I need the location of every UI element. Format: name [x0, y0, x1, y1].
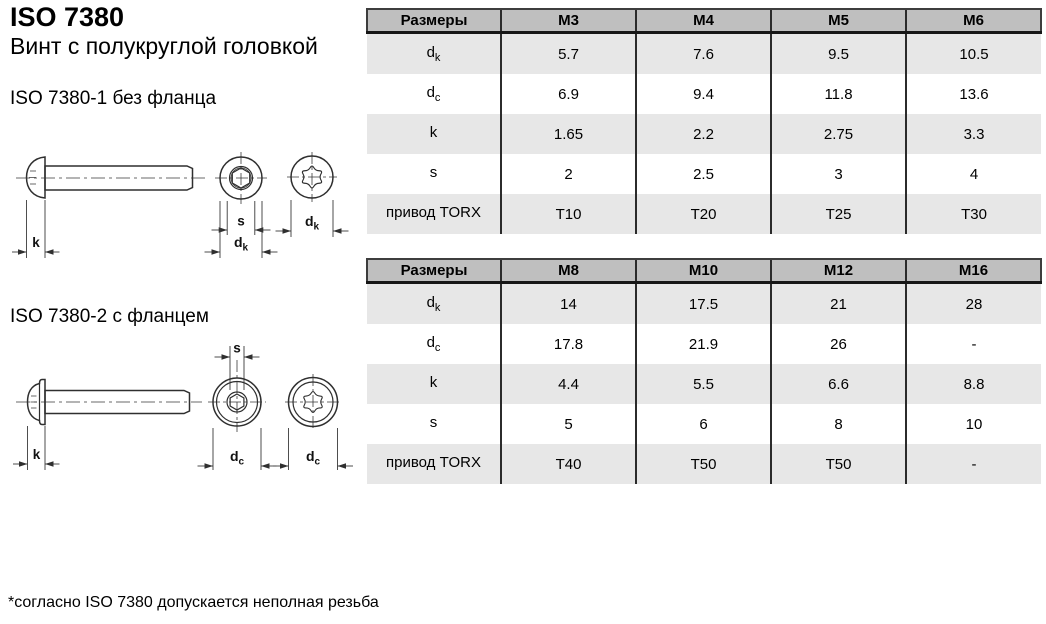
- value-cell: 3: [770, 154, 906, 194]
- value-cell: 10: [905, 404, 1041, 444]
- table-header-cell: Размеры: [366, 258, 501, 284]
- screw-side-view: k: [12, 156, 205, 258]
- value-cell: 2: [500, 154, 636, 194]
- table-header-cell: M12: [770, 258, 906, 284]
- value-cell: 21: [770, 282, 906, 324]
- value-cell: 4: [905, 154, 1041, 194]
- row-label: dk: [367, 32, 501, 74]
- value-cell: 5.5: [635, 364, 771, 404]
- table-row: k 1.65 2.2 2.75 3.3: [367, 114, 1041, 154]
- value-cell: T20: [635, 194, 771, 234]
- value-cell: 9.4: [635, 74, 771, 114]
- value-cell: 10.5: [905, 32, 1041, 74]
- value-cell: 17.5: [635, 282, 771, 324]
- table-header-row: Размеры M8 M10 M12 M16: [366, 258, 1042, 284]
- table-header-cell: M5: [770, 8, 906, 34]
- value-cell: 6.9: [500, 74, 636, 114]
- drawing-caption-iso7380-2: ISO 7380-2 с фланцем: [10, 306, 209, 327]
- flanged-front-view-hex-socket: s dc: [197, 341, 277, 470]
- row-label: dc: [367, 324, 501, 364]
- row-label: k: [367, 364, 501, 404]
- iso-7380-1-drawing: k s dk: [12, 152, 349, 258]
- table-row: s 2 2.5 3 4: [367, 154, 1041, 194]
- value-cell: 8: [770, 404, 906, 444]
- row-label: k: [367, 114, 501, 154]
- value-cell: T10: [500, 194, 636, 234]
- value-cell: 17.8: [500, 324, 636, 364]
- value-cell: 11.8: [770, 74, 906, 114]
- flanged-screw-side-view: k: [13, 378, 202, 470]
- table-header-row: Размеры M3 M4 M5 M6: [366, 8, 1042, 34]
- screw-front-view-torx: dk: [275, 152, 349, 237]
- value-cell: 9.5: [770, 32, 906, 74]
- dim-label-dc: dc: [230, 448, 245, 468]
- table-header-cell: M3: [500, 8, 636, 34]
- iso-7380-2-drawing: k s dc: [13, 341, 353, 470]
- table-row: s 5 6 8 10: [367, 404, 1041, 444]
- drawing-caption-iso7380-1: ISO 7380-1 без фланца: [10, 88, 217, 109]
- value-cell: 4.4: [500, 364, 636, 404]
- table-row: dk 5.7 7.6 9.5 10.5: [367, 32, 1041, 74]
- table-header-cell: Размеры: [366, 8, 501, 34]
- table-row: k 4.4 5.5 6.6 8.8: [367, 364, 1041, 404]
- row-label: привод TORX: [367, 444, 501, 484]
- value-cell: 3.3: [905, 114, 1041, 154]
- value-cell: 6: [635, 404, 771, 444]
- table-header-cell: M6: [905, 8, 1042, 34]
- value-cell: 21.9: [635, 324, 771, 364]
- row-label: привод TORX: [367, 194, 501, 234]
- value-cell: 5: [500, 404, 636, 444]
- dim-label-dk: dk: [305, 213, 320, 233]
- value-cell: 5.7: [500, 32, 636, 74]
- value-cell: 7.6: [635, 32, 771, 74]
- value-cell: -: [905, 444, 1041, 484]
- value-cell: T25: [770, 194, 906, 234]
- value-cell: 13.6: [905, 74, 1041, 114]
- value-cell: T40: [500, 444, 636, 484]
- dim-label-dc: dc: [306, 448, 321, 468]
- dim-label-s: s: [233, 341, 241, 356]
- dim-label-k: k: [32, 235, 40, 250]
- table-row: dc 6.9 9.4 11.8 13.6: [367, 74, 1041, 114]
- value-cell: 6.6: [770, 364, 906, 404]
- screw-front-view-hex-socket: s dk: [204, 152, 278, 258]
- table-row: привод TORX T10 T20 T25 T30: [367, 194, 1041, 234]
- table-header-cell: M16: [905, 258, 1042, 284]
- dim-label-dk: dk: [234, 234, 249, 254]
- value-cell: -: [905, 324, 1041, 364]
- value-cell: T50: [770, 444, 906, 484]
- value-cell: 14: [500, 282, 636, 324]
- row-label: dk: [367, 282, 501, 324]
- dim-label-s: s: [237, 214, 245, 229]
- value-cell: 2.2: [635, 114, 771, 154]
- table-header-cell: M8: [500, 258, 636, 284]
- row-label: dc: [367, 74, 501, 114]
- value-cell: 28: [905, 282, 1041, 324]
- value-cell: T50: [635, 444, 771, 484]
- row-label: s: [367, 154, 501, 194]
- dim-label-k: k: [33, 447, 41, 462]
- row-label: s: [367, 404, 501, 444]
- flanged-front-view-torx: dc: [273, 374, 353, 470]
- value-cell: T30: [905, 194, 1041, 234]
- table-header-cell: M4: [635, 8, 771, 34]
- table-row: dk 14 17.5 21 28: [367, 282, 1041, 324]
- page-title: ISO 7380: [10, 2, 125, 32]
- value-cell: 2.75: [770, 114, 906, 154]
- value-cell: 1.65: [500, 114, 636, 154]
- value-cell: 2.5: [635, 154, 771, 194]
- page-subtitle: Винт с полукруглой головкой: [10, 33, 318, 59]
- footnote: *согласно ISO 7380 допускается неполная …: [8, 594, 379, 611]
- value-cell: 26: [770, 324, 906, 364]
- table-row: dc 17.8 21.9 26 -: [367, 324, 1041, 364]
- table-row: привод TORX T40 T50 T50 -: [367, 444, 1041, 484]
- table-header-cell: M10: [635, 258, 771, 284]
- dimensions-table-m8-m16: Размеры M8 M10 M12 M16 dk 14 17.5 21 28 …: [366, 258, 1042, 484]
- value-cell: 8.8: [905, 364, 1041, 404]
- dimensions-table-m3-m6: Размеры M3 M4 M5 M6 dk 5.7 7.6 9.5 10.5 …: [366, 8, 1042, 234]
